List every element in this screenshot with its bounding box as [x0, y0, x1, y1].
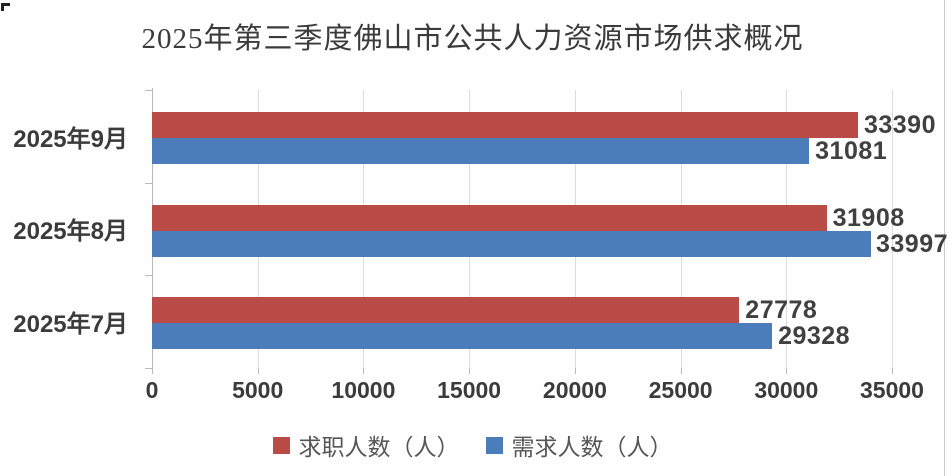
x-axis-tick: [469, 368, 471, 374]
chart-title: 2025年第三季度佛山市公共人力资源市场供求概况: [141, 23, 804, 55]
y-axis-tick: [145, 275, 152, 277]
legend-swatch-jobseekers: [272, 436, 290, 454]
category-label: 2025年9月: [13, 125, 128, 153]
bar-jobseekers: [152, 112, 858, 138]
legend-swatch-demand: [485, 436, 503, 454]
x-axis-tick: [152, 368, 153, 374]
category-label: 2025年7月: [13, 311, 128, 339]
x-tick-label: 5000: [232, 377, 284, 403]
bar-value-label: 33997: [876, 229, 949, 258]
x-axis-tick: [786, 368, 788, 374]
x-tick-label: 15000: [437, 377, 502, 403]
bar-demand: [152, 230, 871, 257]
x-axis-tick: [363, 368, 365, 374]
legend: 求职人数（人） 需求人数（人）: [0, 430, 945, 460]
corner-crop-artifact: [1, 3, 10, 11]
bar-demand: [152, 323, 773, 350]
legend-label: 求职人数（人）: [298, 435, 460, 460]
bar-jobseekers: [152, 297, 740, 324]
plot-area: 33390 31081 31908 33997 27778 29328: [152, 90, 948, 368]
bar-group-aug: 31908 33997: [152, 183, 948, 276]
x-tick-label: 10000: [331, 377, 396, 403]
x-axis-tick: [574, 368, 576, 374]
bar-value-label: 33390: [863, 111, 936, 139]
legend-item-demand: 需求人数（人）: [485, 428, 673, 462]
x-tick-label: 35000: [860, 377, 924, 403]
x-tick-label: 25000: [648, 377, 713, 403]
category-label: 2025年8月: [13, 218, 128, 246]
y-axis-tick: [145, 368, 152, 369]
x-tick-label: 0: [145, 377, 159, 403]
bar-group-sep: 33390 31081: [152, 90, 935, 183]
x-axis-tick: [892, 368, 893, 374]
gridline: [892, 90, 893, 368]
bar-demand: [152, 138, 810, 164]
bar-value-label: 31908: [832, 203, 905, 232]
bar-value-label: 27778: [745, 296, 818, 325]
x-tick-label: 30000: [754, 377, 819, 403]
bar-value-label: 29328: [778, 322, 851, 351]
chart-right-border: [944, 0, 945, 476]
x-tick-label: 20000: [542, 377, 607, 403]
x-axis-tick: [257, 368, 259, 374]
legend-label: 需求人数（人）: [511, 435, 673, 460]
legend-item-jobseekers: 求职人数（人）: [272, 428, 460, 462]
bar-jobseekers: [152, 204, 827, 231]
y-axis-tick: [145, 90, 152, 91]
bar-group-jul: 27778 29328: [152, 275, 892, 368]
x-axis-tick: [680, 368, 682, 374]
bar-value-label: 31081: [815, 137, 888, 165]
y-axis-tick: [145, 182, 152, 184]
